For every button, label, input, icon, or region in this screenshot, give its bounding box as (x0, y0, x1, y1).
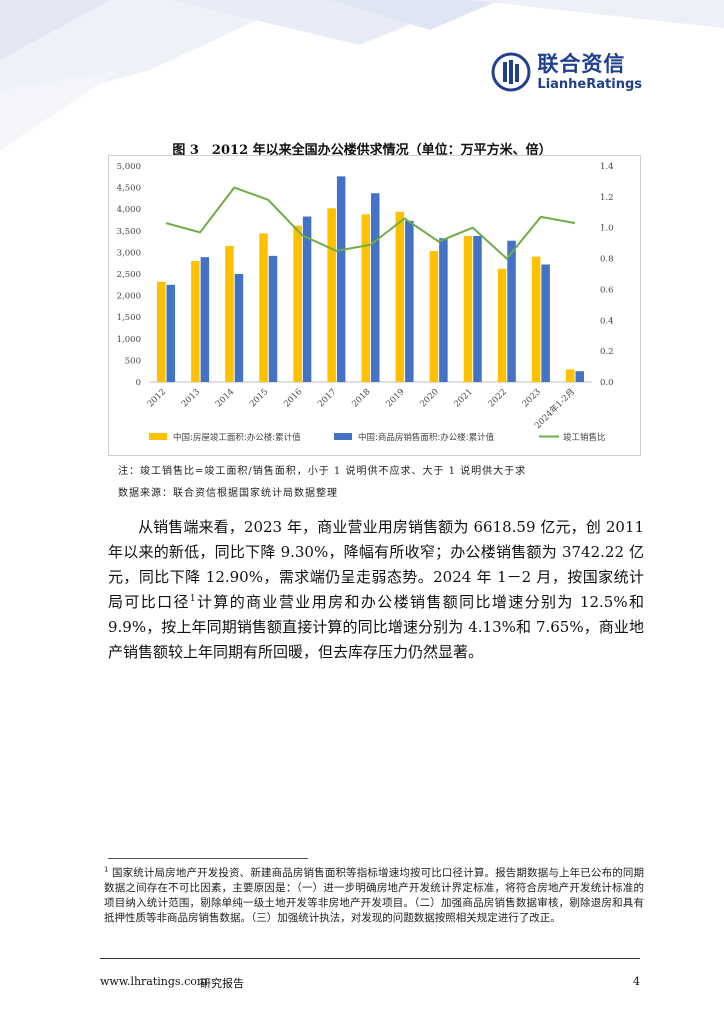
bar-completion-area (157, 281, 166, 382)
bar-sales-area (405, 220, 414, 382)
bar-sales-area (166, 284, 176, 382)
bar-completion-area (327, 208, 336, 382)
bar-sales-area (507, 240, 516, 382)
y-left-tick-label: 5,000 (117, 162, 141, 172)
y-left-tick-label: 2,500 (117, 270, 141, 280)
y-right-tick-label: 0.4 (600, 316, 614, 326)
y-right-tick-label: 1.2 (600, 193, 614, 203)
x-tick-label: 2023 (521, 387, 543, 409)
bar-sales-area (541, 264, 550, 382)
x-tick-label: 2013 (180, 387, 202, 409)
bar-completion-area (531, 256, 541, 382)
chart-canvas: 0 500 1,000 1,500 2,000 2,500 3,000 3,500 4,000 4… (117, 162, 614, 443)
figure-title: 图 3 2012 年以来全国办公楼供求情况（单位：万平方米、倍） (172, 143, 552, 158)
bar-sales-area (473, 235, 482, 382)
header-decoration (0, 0, 724, 150)
y-left-tick-label: 0 (136, 378, 141, 388)
x-tick-label: 2017 (316, 387, 338, 409)
bar-completion-area (463, 235, 473, 382)
bar-completion-area (293, 225, 302, 382)
bar-sales-area (439, 238, 448, 382)
y-right-tick-label: 0.2 (600, 347, 614, 357)
y-right-tick-label: 0.0 (600, 378, 614, 388)
x-tick-label: 2021 (452, 387, 474, 409)
legend-swatch-sales (334, 433, 352, 440)
x-tick-label: 2020 (418, 387, 440, 409)
bar-completion-area (565, 369, 575, 382)
company-logo: 联合资信 LianheRatings (491, 52, 642, 92)
y-right-tick-label: 1.0 (600, 224, 614, 234)
y-left-tick-label: 1,000 (117, 335, 141, 345)
figure-source: 数据来源：联合资信根据国家统计局数据整理 (118, 488, 338, 499)
page-number: 4 (633, 975, 640, 988)
footnote-divider (108, 858, 308, 859)
footnote: 1 国家统计局房地产开发投资、新建商品房销售面积等指标增速均按可比口径计算。报告… (104, 866, 644, 926)
x-tick-label: 2016 (282, 387, 304, 409)
y-left-tick-label: 500 (125, 356, 141, 366)
x-tick-label: 2012 (146, 387, 168, 409)
body-paragraph: 从销售端来看，2023 年，商业营业用房销售额为 6618.59 亿元，创 20… (108, 518, 644, 661)
bar-sales-area (268, 255, 278, 382)
x-tick-label: 2014 (214, 387, 236, 409)
bar-sales-area (234, 274, 244, 382)
line-completion-sales-ratio (165, 186, 576, 261)
bar-sales-area (200, 257, 210, 382)
figure-note: 注：竣工销售比=竣工面积/销售面积，小于 1 说明供不应求、大于 1 说明供大于… (118, 466, 527, 477)
bar-completion-area (395, 211, 405, 382)
x-tick-label: 2018 (350, 387, 372, 409)
legend-swatch-completion (149, 433, 167, 440)
footer-report-type: 研究报告 (200, 977, 244, 990)
bar-completion-area (497, 268, 507, 382)
x-tick-label: 2019 (384, 387, 406, 409)
legend-label: 中国:商品房销售面积:办公楼:累计值 (358, 432, 495, 443)
y-left-tick-label: 4,500 (117, 184, 141, 194)
y-left-tick-label: 4,000 (117, 205, 141, 215)
footer-divider (100, 958, 640, 959)
logo-chinese-name: 联合资信 (537, 51, 626, 76)
x-tick-label: 2022 (487, 387, 509, 409)
bar-completion-area (191, 261, 200, 382)
bar-sales-area (575, 371, 584, 382)
y-left-tick-label: 3,000 (117, 248, 141, 258)
legend-label: 竣工销售比 (563, 432, 606, 443)
lianhe-logo-icon (491, 52, 531, 92)
footnote-text: 国家统计局房地产开发投资、新建商品房销售面积等指标增速均按可比口径计算。报告期数… (104, 867, 644, 924)
y-right-tick-label: 0.8 (600, 255, 614, 265)
bar-completion-area (361, 214, 370, 382)
y-left-tick-label: 1,500 (117, 313, 141, 323)
office-supply-demand-chart: 0 500 1,000 1,500 2,000 2,500 3,000 3,500 4,000 4… (108, 155, 641, 456)
y-left-tick-label: 3,500 (117, 227, 141, 237)
y-right-tick-label: 0.6 (600, 285, 614, 295)
footer-url[interactable]: www.lhratings.com (100, 975, 208, 988)
legend-label: 中国:房屋竣工面积:办公楼:累计值 (173, 432, 301, 443)
logo-english-name: LianheRatings (537, 76, 642, 92)
y-right-tick-label: 1.4 (600, 162, 614, 172)
bar-sales-area (302, 216, 312, 382)
bar-sales-area (371, 193, 380, 382)
bar-completion-area (225, 245, 234, 382)
x-tick-label: 2015 (248, 387, 270, 409)
bar-completion-area (429, 251, 439, 382)
bar-completion-area (259, 233, 268, 382)
bar-sales-area (336, 176, 346, 382)
footnote-marker: 1 (104, 865, 109, 874)
y-left-tick-label: 2,000 (117, 292, 141, 302)
